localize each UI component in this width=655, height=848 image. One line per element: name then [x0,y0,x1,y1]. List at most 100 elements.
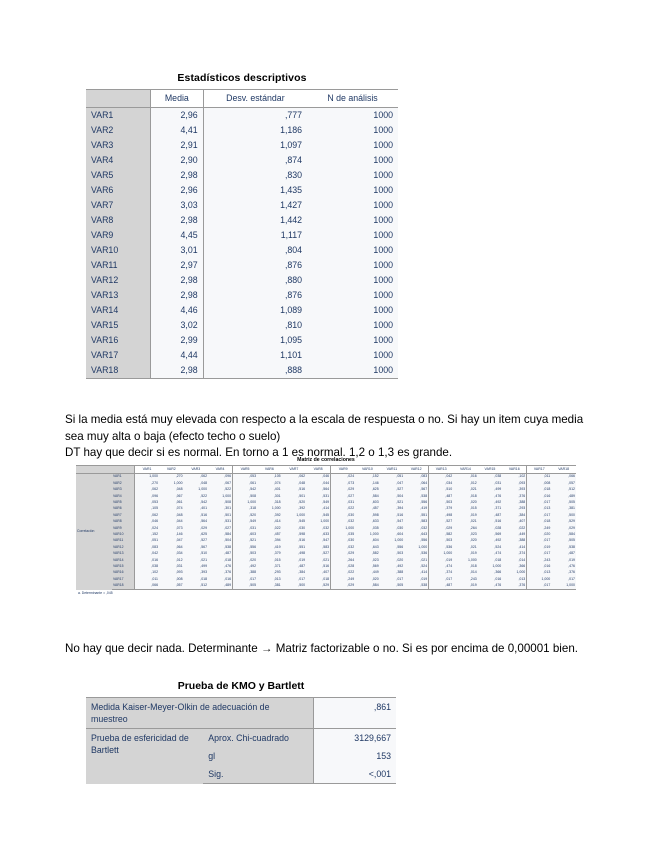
kmo-value: <,001 [312,765,396,784]
cell-desv-estandar: 1,089 [202,303,308,318]
cell-correlation: ,625 [183,531,209,538]
row-label-variable: VAR14 [112,557,135,564]
kmo-title: Prueba de KMO y Bartlett [177,680,305,692]
cell-correlation: ,013 [257,576,282,583]
cell-correlation: ,501 [281,493,307,500]
cell-desv-estandar: ,874 [202,153,308,168]
cell-correlation: ,053 [134,499,160,506]
cell-correlation: ,012 [159,557,184,564]
cell-correlation: ,031 [159,563,184,570]
cell-correlation: ,527 [428,518,454,526]
cell-correlation: ,567 [404,486,429,494]
cell-correlation: ,024 [134,525,160,532]
cell-media: 4,46 [150,303,204,318]
cell-correlation: ,017 [526,499,552,506]
cell-correlation: ,044 [159,518,184,526]
table-row: VAR2 4,41 1,186 1000 [86,123,398,138]
cell-media: 3,02 [150,318,204,333]
cell-correlation: ,018 [526,486,552,494]
cell-correlation: ,366 [477,569,503,577]
correlation-column-header: VAR3 [183,465,209,474]
row-label-variable: VAR18 [112,582,135,591]
cell-correlation: ,152 [134,531,160,538]
cell-correlation: ,016 [134,557,160,564]
correlation-column-header: VAR16 [502,465,527,474]
cell-correlation: ,394 [257,537,282,545]
cell-correlation: ,016 [208,576,233,583]
cell-n-analisis: 1000 [307,288,398,303]
table-row: VAR14 4,46 1,089 1000 [86,303,398,318]
cell-correlation: ,048 [183,480,209,487]
cell-correlation: ,073 [159,525,184,532]
correlation-column-header: VAR17 [526,465,552,474]
cell-media: 2,96 [150,107,204,123]
table-row: VAR17 4,44 1,101 1000 [86,348,398,363]
cell-correlation: ,020 [453,537,478,545]
table-row: VAR10,152,146,625,584,603,457,598,633,03… [76,531,576,538]
cell-correlation: ,038 [134,563,160,570]
correlation-column-header: VAR15 [477,465,503,474]
cell-correlation: ,516 [281,486,307,494]
cell-correlation: ,500 [281,582,307,591]
cell-correlation: ,018 [453,493,478,500]
table-row: VAR11,051,047,527,504,521,394,516,547,03… [76,537,576,545]
cell-correlation: ,584 [355,493,380,500]
cell-n-analisis: 1000 [307,333,398,348]
cell-correlation: ,021 [306,557,331,564]
cell-correlation: ,051 [134,537,160,545]
cell-correlation: ,547 [306,537,331,545]
cell-correlation: ,516 [306,563,331,570]
cell-correlation: ,016 [477,576,503,583]
cell-correlation: ,516 [379,512,405,519]
cell-correlation: ,545 [281,518,307,526]
cell-correlation: ,011 [134,576,160,583]
cell-media: 2,97 [150,258,204,273]
table-row: VAR15 3,02,810 1000 [86,318,398,333]
row-label-variable: VAR15 [112,563,135,570]
cell-correlation: ,066 [134,582,160,591]
cell-correlation: ,633 [355,518,380,526]
cell-correlation: ,489 [551,493,576,500]
cell-correlation: ,419 [257,544,282,551]
cell-correlation: ,013 [526,569,552,577]
correlation-column-header: VAR4 [208,465,233,474]
cell-correlation: ,018 [183,576,209,583]
cell-correlation: ,057 [159,582,184,591]
cell-correlation: 1,000 [306,518,331,526]
cell-correlation: ,093 [159,569,184,577]
cell-correlation: ,643 [355,544,380,551]
table-row: Correlación VAR1 1,000,270,062,096,053,105… [76,473,576,590]
row-label-variable: VAR9 [86,228,151,243]
cell-desv-estandar: 1,095 [202,333,308,348]
cell-desv-estandar: 1,097 [202,138,308,153]
cell-correlation: ,021 [453,518,478,526]
cell-correlation: ,401 [257,486,282,494]
cell-correlation: ,376 [502,493,527,500]
cell-correlation: 1,000 [355,531,380,538]
cell-correlation: ,035 [355,525,380,532]
cell-correlation: ,008 [159,576,184,583]
cell-correlation: ,531 [306,493,331,500]
annotation-text-means: Si la media está muy elevada con respect… [65,413,584,443]
cell-correlation: ,102 [134,569,160,577]
cell-media: 3,03 [150,198,204,213]
cell-correlation: ,376 [502,582,527,591]
cell-correlation: ,476 [477,493,503,500]
row-label-variable: VAR11 [112,537,135,545]
cell-correlation: ,013 [526,505,552,513]
cell-correlation: ,414 [404,569,429,577]
table-row: VAR4 2,90,874 1000 [86,153,398,168]
cell-correlation: ,583 [404,518,429,526]
cell-correlation: ,414 [502,544,527,551]
cell-n-analisis: 1000 [307,228,398,243]
cell-correlation: ,015 [257,557,282,564]
correlation-column-header: VAR7 [281,465,307,474]
cell-correlation: ,083 [134,544,160,551]
cell-correlation: ,018 [306,576,331,583]
cell-correlation: ,020 [526,531,552,538]
cell-correlation: ,018 [453,563,478,570]
cell-correlation: ,521 [232,537,258,545]
cell-desv-estandar: 1,117 [202,228,308,243]
cell-correlation: ,449 [502,531,527,538]
